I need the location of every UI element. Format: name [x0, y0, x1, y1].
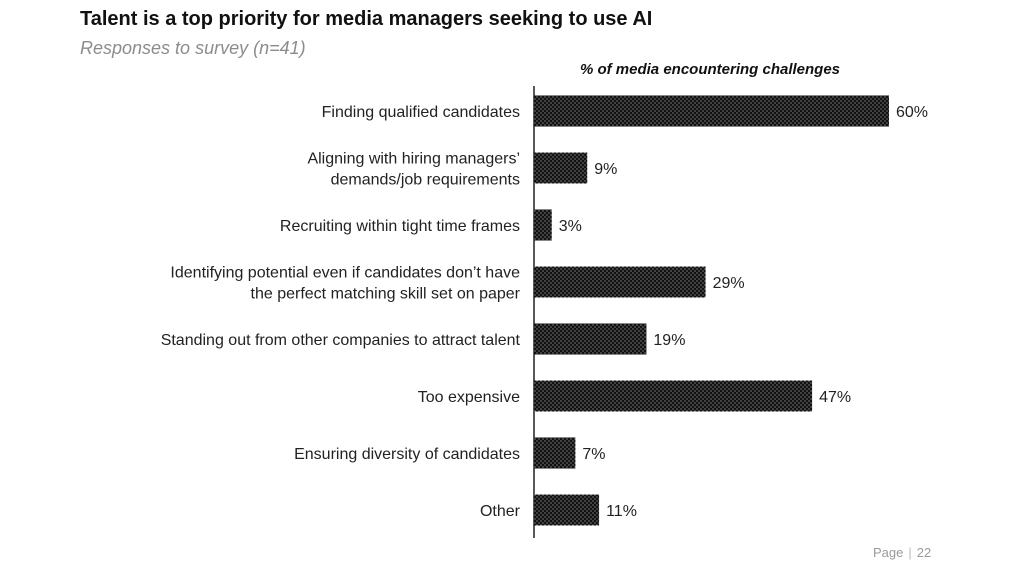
bar — [534, 95, 889, 127]
data-label: 9% — [594, 161, 617, 178]
page-separator: | — [908, 545, 912, 560]
page-label: Page — [873, 545, 904, 560]
data-label: 11% — [606, 503, 637, 520]
bar — [534, 323, 647, 355]
category-label: Recruiting within tight time frames — [280, 218, 520, 235]
category-label: Identifying potential even if candidates… — [170, 265, 520, 303]
bar — [534, 209, 552, 241]
category-label: Too expensive — [418, 389, 520, 406]
bars-group: 60% Finding qualified candidates 9% Alignin… — [161, 95, 928, 526]
bar — [534, 152, 588, 184]
data-label: 60% — [896, 104, 928, 121]
page-number: 22 — [916, 545, 932, 560]
data-label: 7% — [582, 446, 605, 463]
category-label: Other — [480, 503, 521, 520]
axis-title: % of media encountering challenges — [580, 61, 840, 78]
page-footer: Page | 22 — [873, 545, 931, 560]
category-label: Aligning with hiring managers’ demands/jo… — [307, 151, 520, 189]
category-label: Ensuring diversity of candidates — [294, 446, 520, 463]
data-label: 29% — [713, 275, 745, 292]
category-label: Finding qualified candidates — [322, 104, 520, 121]
data-label: 3% — [559, 218, 582, 235]
chart-title: Talent is a top priority for media manag… — [80, 8, 653, 30]
bar — [534, 494, 600, 526]
data-label: 19% — [653, 332, 685, 349]
bar — [534, 266, 706, 298]
bar — [534, 437, 576, 469]
data-label: 47% — [819, 389, 851, 406]
chart-subtitle: Responses to survey (n=41) — [80, 38, 306, 58]
category-label: Standing out from other companies to att… — [161, 332, 521, 349]
bar — [534, 380, 813, 412]
